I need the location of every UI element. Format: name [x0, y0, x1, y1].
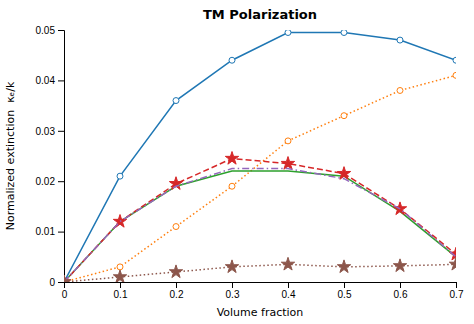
marker [281, 157, 294, 170]
y-tick: 0.02 [36, 176, 64, 187]
x-tick: 0.1 [114, 282, 128, 300]
y-tick-mark [58, 131, 64, 132]
series-markers [64, 30, 456, 282]
y-tick-label: 0.03 [36, 126, 56, 137]
title: TM Polarization [203, 7, 317, 22]
y-tick: 0.01 [36, 226, 64, 237]
x-tick-label: 0.5 [338, 289, 352, 300]
y-tick-mark [58, 30, 64, 31]
x-tick: 0 [62, 282, 68, 300]
marker [169, 265, 182, 278]
marker [229, 57, 235, 63]
x-tick: 0.6 [394, 282, 408, 300]
marker [453, 57, 456, 63]
x-tick: 0.5 [338, 282, 352, 300]
series-line [64, 169, 456, 282]
marker [117, 173, 123, 179]
marker [281, 257, 294, 270]
marker [169, 177, 182, 190]
marker [225, 152, 238, 165]
x-tick-label: 0 [62, 289, 68, 300]
x-tick-label: 0.4 [282, 289, 296, 300]
x-tick: 0.2 [170, 282, 184, 300]
series-line [64, 33, 456, 282]
x-axis: 0 0.1 0.2 0.3 0.4 0.5 0.6 0.7 [62, 282, 464, 300]
x-tick-mark [288, 282, 289, 288]
x-tick-mark [344, 282, 345, 288]
marker [285, 30, 291, 36]
x-tick-mark [400, 282, 401, 288]
x-tick-mark [456, 282, 457, 288]
y-tick-mark [58, 181, 64, 182]
marker [449, 257, 456, 270]
y-tick-mark [58, 80, 64, 81]
x-axis-line [65, 283, 457, 289]
x-tick-label: 0.7 [450, 289, 464, 300]
y-tick: 0.05 [36, 25, 64, 36]
x-tick: 0.3 [226, 282, 240, 300]
y-tick-label: 0.01 [36, 226, 56, 237]
marker [113, 270, 126, 282]
y-axis-line [58, 31, 65, 283]
x-tick: 0.7 [450, 282, 464, 300]
y-tick-mark [58, 282, 64, 283]
x-tick-label: 0.6 [394, 289, 408, 300]
marker [173, 224, 179, 230]
marker [341, 30, 347, 36]
y-tick: 0.03 [36, 126, 64, 137]
marker [285, 138, 291, 144]
plot: 00.10.20.30.40.50.60.700.010.020.030.040… [36, 25, 464, 300]
x-tick-mark [120, 282, 121, 288]
y-tick-label: 0.02 [36, 176, 56, 187]
series-markers [64, 152, 456, 282]
series-markers [64, 257, 456, 282]
y-tick: 0.04 [36, 75, 64, 86]
marker [397, 37, 403, 43]
series-line [64, 75, 456, 282]
marker [229, 183, 235, 189]
marker [341, 113, 347, 119]
x-tick-mark [232, 282, 233, 288]
y-tick: 0 [49, 277, 64, 288]
x-tick-mark [176, 282, 177, 288]
marker [64, 275, 71, 282]
marker [173, 98, 179, 104]
marker [397, 87, 403, 93]
y-tick-label: 0.05 [36, 25, 56, 36]
y-tick-label: 0 [49, 277, 55, 288]
series-line [64, 159, 456, 282]
y-tick-mark [58, 232, 64, 233]
marker [337, 260, 350, 273]
y-tick-label: 0.04 [36, 75, 56, 86]
marker [225, 260, 238, 273]
x-tick-label: 0.3 [226, 289, 240, 300]
chart: 00.10.20.30.40.50.60.700.010.020.030.040… [0, 0, 474, 324]
x-tick-label: 0.1 [114, 289, 128, 300]
series-markers [64, 72, 456, 282]
data-area [64, 30, 456, 282]
chart-container: 00.10.20.30.40.50.60.700.010.020.030.040… [0, 0, 474, 324]
x-tick-label: 0.2 [170, 289, 184, 300]
series-line [64, 171, 456, 282]
x-tick: 0.4 [282, 282, 296, 300]
marker [453, 72, 456, 78]
y-axis: 0 0.01 0.02 0.03 0.04 0.05 [36, 25, 65, 288]
y-axis-title: Normalized extinction κₑ/k [4, 81, 17, 230]
marker [393, 259, 406, 272]
x-axis-title: Volume fraction [217, 306, 304, 319]
